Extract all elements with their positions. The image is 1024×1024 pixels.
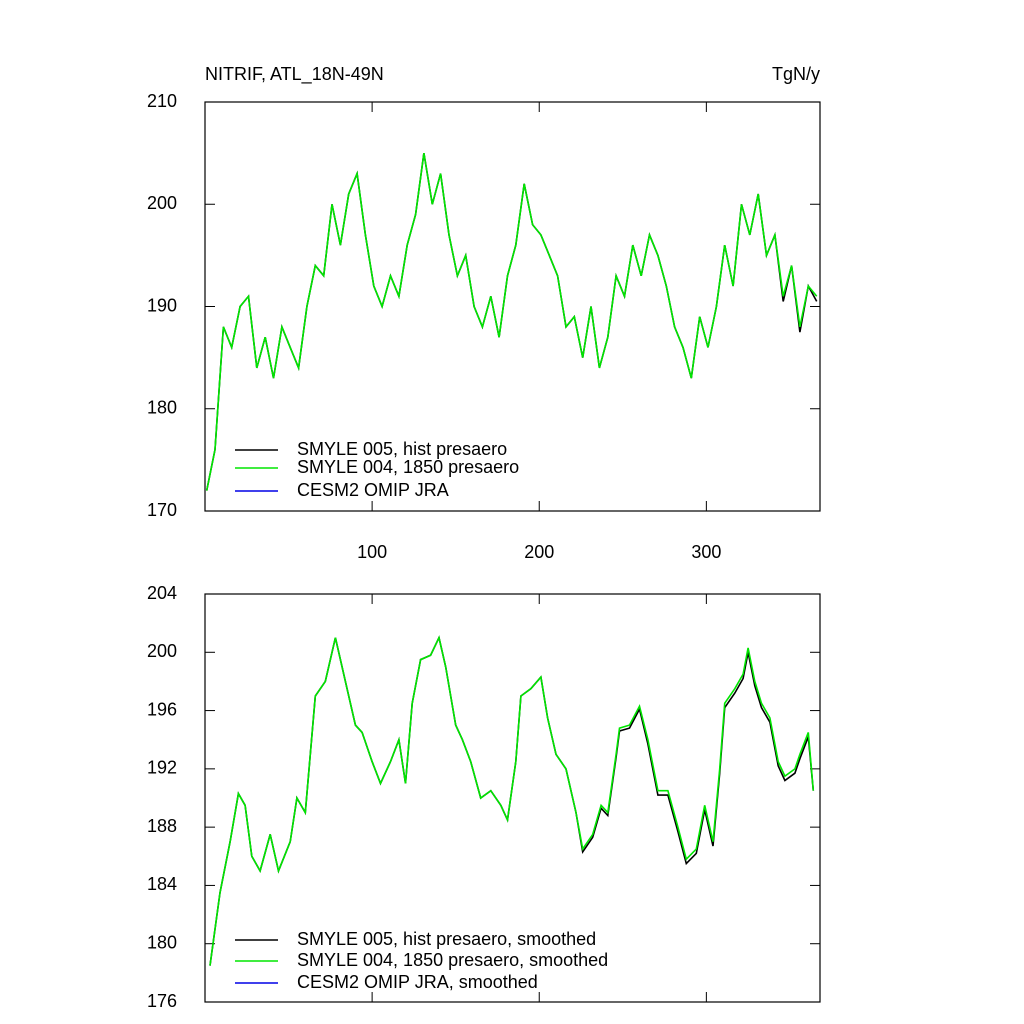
y-tick-label: 200: [147, 641, 177, 661]
y-tick-label: 188: [147, 816, 177, 836]
legend-label: CESM2 OMIP JRA, smoothed: [297, 972, 538, 992]
legend-label: SMYLE 004, 1850 presaero: [297, 457, 519, 477]
y-tick-label: 180: [147, 932, 177, 952]
x-tick-label: 300: [691, 542, 721, 562]
legend-label: CESM2 OMIP JRA: [297, 480, 449, 500]
y-tick-label: 196: [147, 699, 177, 719]
y-tick-label: 190: [147, 295, 177, 315]
y-tick-label: 204: [147, 583, 177, 603]
x-tick-label: 100: [357, 542, 387, 562]
y-tick-label: 184: [147, 874, 177, 894]
x-tick-label: 200: [524, 542, 554, 562]
chart-title: NITRIF, ATL_18N-49N: [205, 64, 384, 85]
y-tick-label: 180: [147, 398, 177, 418]
legend-label: SMYLE 005, hist presaero: [297, 439, 507, 459]
series-line: [209, 635, 815, 966]
series-line: [209, 635, 815, 966]
y-tick-label: 170: [147, 500, 177, 520]
legend-label: SMYLE 005, hist presaero, smoothed: [297, 929, 596, 949]
units-label: TgN/y: [772, 64, 820, 84]
y-tick-label: 210: [147, 91, 177, 111]
plot-frame: [204, 593, 821, 1003]
series-line: [205, 152, 818, 491]
y-tick-label: 176: [147, 991, 177, 1011]
legend-label: SMYLE 004, 1850 presaero, smoothed: [297, 950, 608, 970]
y-tick-label: 192: [147, 758, 177, 778]
y-tick-label: 200: [147, 193, 177, 213]
